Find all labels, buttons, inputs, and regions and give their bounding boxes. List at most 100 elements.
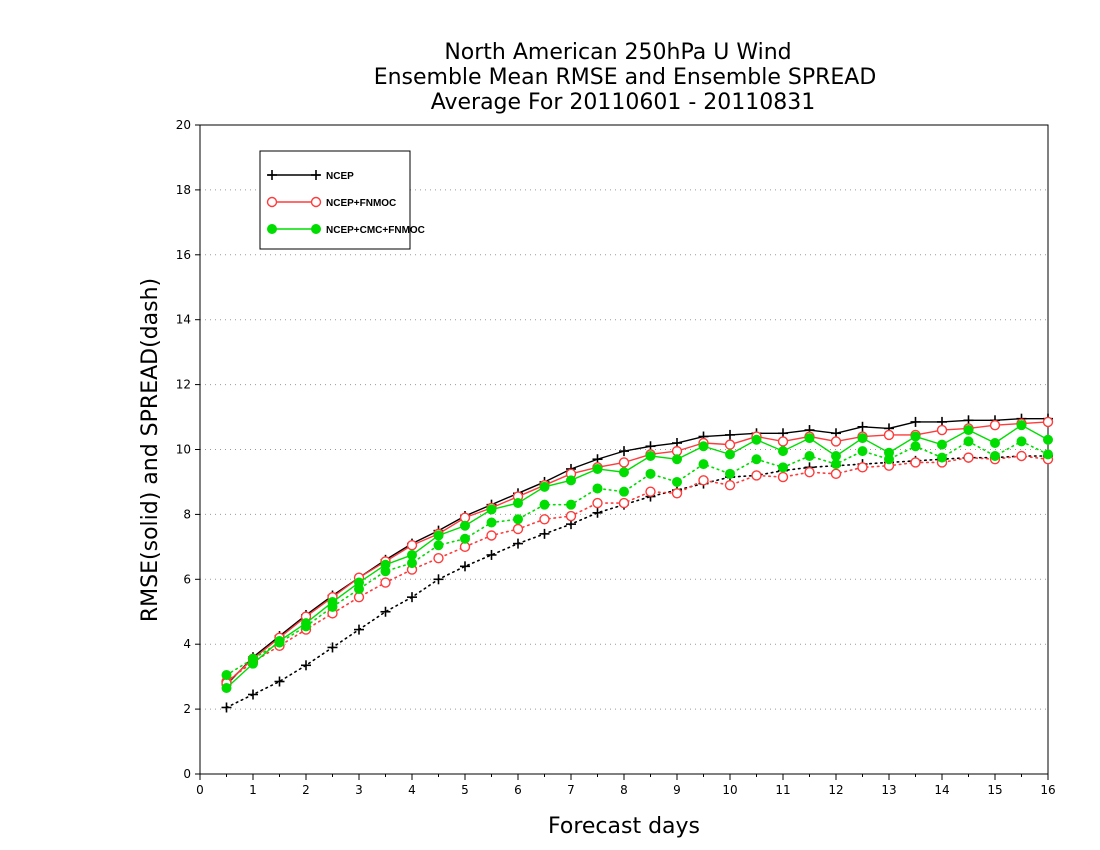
legend-marker — [266, 196, 278, 208]
spread-point — [513, 538, 523, 549]
rmse-point — [486, 504, 497, 515]
y-tick-label: 10 — [176, 443, 191, 457]
x-tick-label: 14 — [934, 783, 949, 797]
spread-point — [248, 689, 258, 700]
rmse-point — [619, 467, 629, 478]
rmse-point — [883, 429, 895, 441]
rmse-point — [725, 449, 735, 460]
x-tick-label: 7 — [567, 783, 575, 797]
spread-point — [433, 540, 444, 551]
spread-point — [618, 497, 630, 509]
spread-point — [433, 574, 444, 585]
spread-point — [804, 450, 815, 461]
spread-point — [698, 459, 709, 470]
rmse-point — [460, 520, 470, 531]
rmse-point — [857, 433, 868, 444]
spread-point — [460, 561, 470, 572]
x-axis-label: Forecast days — [548, 814, 700, 839]
spread-point — [910, 441, 921, 452]
spread-point — [857, 462, 868, 473]
rmse-point — [618, 457, 630, 468]
spread-line — [225, 455, 1049, 683]
spread-point — [1016, 436, 1027, 447]
legend-item: NCEP+CMC+FNMOC — [267, 224, 425, 236]
legend-marker — [267, 170, 277, 180]
title-line-3: Average For 20110601 - 20110831 — [431, 90, 816, 115]
rmse-point — [354, 577, 364, 588]
spread-point — [725, 468, 735, 479]
rmse-point — [857, 421, 868, 432]
rmse-point — [566, 475, 576, 486]
legend-item: NCEP — [267, 170, 354, 182]
rmse-point — [751, 434, 762, 445]
spread-point — [460, 533, 470, 544]
spread-point — [963, 452, 974, 463]
spread-point — [565, 510, 577, 522]
rmse-point — [831, 450, 841, 461]
rmse-point — [221, 683, 232, 694]
rmse-point — [301, 618, 311, 629]
legend-label: NCEP+CMC+FNMOC — [326, 225, 425, 236]
x-tick-label: 2 — [302, 783, 310, 797]
x-tick-label: 4 — [408, 783, 416, 797]
y-tick-label: 16 — [176, 248, 191, 262]
rmse-point — [724, 439, 736, 450]
spread-point — [619, 486, 629, 497]
spread-point — [433, 553, 444, 564]
x-tick-label: 11 — [775, 783, 790, 797]
spread-point — [830, 468, 842, 480]
spread-point — [857, 446, 868, 457]
rmse-point — [937, 439, 947, 450]
x-tick-label: 0 — [196, 783, 204, 797]
spread-point — [301, 660, 311, 671]
spread-point — [539, 514, 550, 525]
legend: NCEP NCEP+FNMOC NCEP+CMC+FNMOC — [259, 150, 425, 250]
spread-point — [221, 670, 232, 681]
spread-point — [592, 507, 603, 518]
legend-marker — [311, 224, 321, 234]
rmse-point — [698, 441, 709, 452]
spread-point — [963, 436, 974, 447]
y-tick-label: 6 — [183, 572, 191, 586]
spread-point — [327, 642, 338, 653]
rmse-line — [226, 421, 1049, 684]
rmse-point — [989, 419, 1001, 431]
spread-point — [910, 457, 921, 468]
spread-point — [724, 479, 736, 491]
spread-point — [380, 606, 391, 617]
x-tick-label: 12 — [828, 783, 843, 797]
series-layer — [221, 413, 1054, 713]
rmse-point — [725, 429, 735, 440]
spread-point — [592, 483, 603, 494]
spread-point — [221, 702, 232, 713]
spread-line — [225, 440, 1049, 676]
legend-item: NCEP+FNMOC — [266, 196, 396, 209]
legend-label: NCEP+FNMOC — [326, 198, 396, 209]
spread-point — [539, 528, 550, 539]
rmse-point — [406, 540, 418, 551]
y-axis: 0 2 4 6 8 10 12 14 16 18 20 — [176, 118, 200, 781]
x-axis: 0 1 2 3 4 5 6 7 8 9 10 11 12 13 14 15 16 — [196, 774, 1056, 797]
rmse-point — [645, 450, 656, 461]
spread-point — [486, 530, 497, 541]
spread-point — [645, 486, 656, 497]
x-tick-label: 3 — [355, 783, 363, 797]
y-tick-label: 2 — [183, 702, 191, 716]
x-tick-label: 5 — [461, 783, 469, 797]
spread-point — [671, 488, 683, 499]
y-tick-label: 0 — [183, 767, 191, 781]
spread-point — [777, 471, 789, 483]
legend-box — [259, 150, 411, 250]
rmse-point — [592, 463, 603, 474]
spread-point — [274, 676, 285, 687]
rmse-point — [672, 454, 682, 465]
rmse-point — [990, 438, 1000, 449]
rmse-point — [274, 635, 285, 646]
x-tick-label: 16 — [1040, 783, 1055, 797]
spread-point — [592, 497, 603, 509]
spread-point — [407, 592, 417, 603]
series-2 — [221, 420, 1053, 694]
spread-point — [937, 452, 947, 463]
spread-point — [512, 523, 524, 535]
